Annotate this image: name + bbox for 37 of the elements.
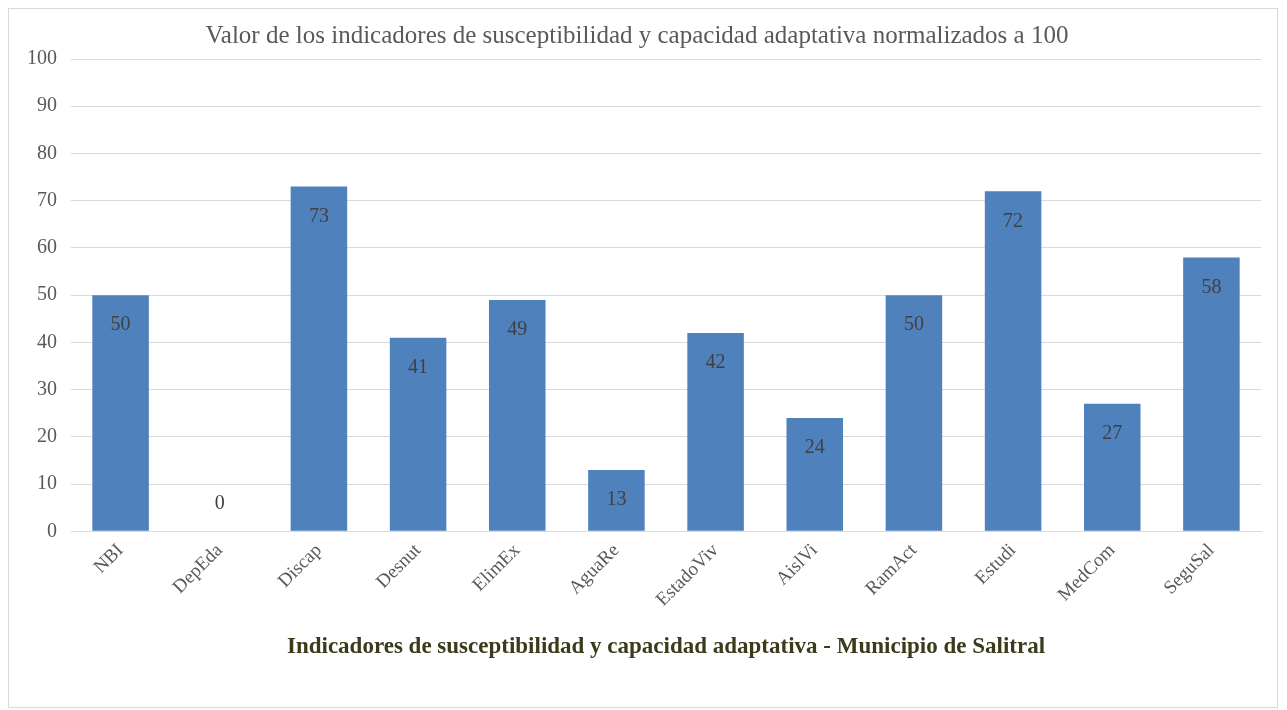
y-tick-label: 10 bbox=[37, 471, 57, 494]
bar bbox=[984, 191, 1042, 531]
data-label: 24 bbox=[804, 435, 825, 458]
data-label: 27 bbox=[1102, 421, 1123, 444]
bar bbox=[885, 295, 943, 531]
bar bbox=[1183, 257, 1240, 531]
bar bbox=[290, 186, 348, 531]
bar bbox=[389, 337, 447, 531]
data-label: 72 bbox=[1003, 208, 1024, 231]
data-label: 41 bbox=[408, 354, 429, 377]
bar bbox=[92, 295, 149, 531]
y-tick-label: 100 bbox=[27, 46, 57, 69]
y-tick-label: 30 bbox=[37, 376, 57, 399]
data-label: 73 bbox=[308, 203, 329, 226]
bar bbox=[1083, 403, 1141, 531]
x-tick-label: NBI bbox=[88, 538, 127, 577]
chart-title: Valor de los indicadores de susceptibilidad y capacidad adaptativa normalizados a 100 bbox=[205, 20, 1069, 48]
y-tick-label: 40 bbox=[37, 329, 57, 352]
y-tick-label: 20 bbox=[37, 424, 57, 447]
data-label: 13 bbox=[606, 487, 627, 510]
y-tick-label: 90 bbox=[37, 93, 57, 116]
y-tick-label: 70 bbox=[37, 187, 57, 210]
data-label: 0 bbox=[214, 490, 225, 513]
data-label: 42 bbox=[705, 350, 726, 373]
bar bbox=[687, 332, 744, 531]
data-label: 50 bbox=[110, 312, 131, 335]
data-label: 50 bbox=[903, 312, 924, 335]
y-tick-label: 60 bbox=[37, 235, 57, 258]
data-label: 49 bbox=[507, 317, 528, 340]
data-label: 58 bbox=[1201, 274, 1222, 297]
bar bbox=[588, 469, 645, 531]
y-tick-label: 50 bbox=[37, 282, 57, 305]
y-tick-label: 0 bbox=[47, 518, 57, 541]
x-axis-title: Indicadores de susceptibilidad y capacidad adaptativa - Municipio de Salitral bbox=[286, 633, 1046, 659]
bar bbox=[786, 418, 844, 531]
y-tick-label: 80 bbox=[37, 140, 57, 163]
bar bbox=[488, 299, 546, 531]
